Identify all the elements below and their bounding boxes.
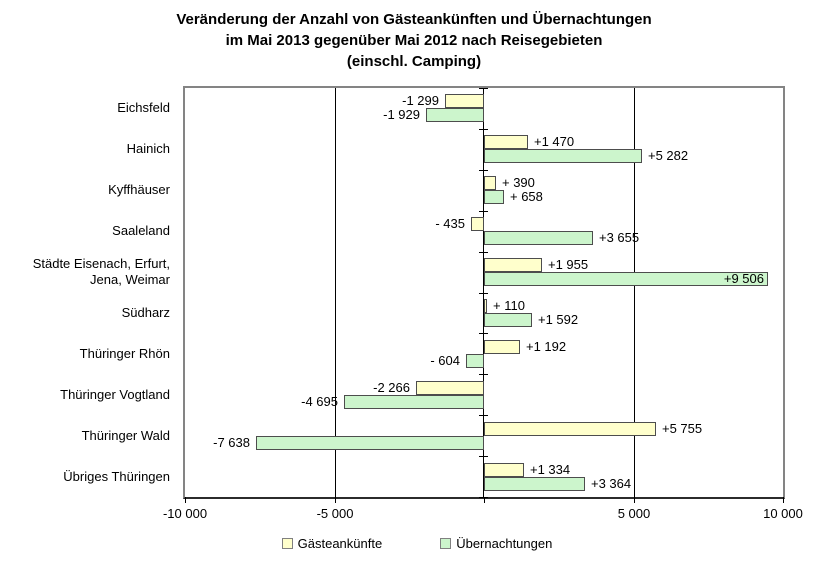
legend-item: Gästeankünfte [281,536,383,551]
bar-gaesteankuenfte [445,94,484,108]
value-label: - 604 [430,353,460,368]
category-axis-tick [479,170,488,171]
bar-gaesteankuenfte [416,381,484,395]
legend-label: Gästeankünfte [297,536,383,551]
value-axis-tick [783,497,784,503]
chart-title-line-2: im Mai 2013 gegenüber Mai 2012 nach Reis… [225,32,603,49]
legend: Gästeankünfte Übernachtungen [0,536,834,551]
category-label: Thüringer Vogtland [60,386,170,402]
value-axis-tick [484,497,485,503]
value-label: -2 266 [373,380,410,395]
category-axis-tick [479,497,488,498]
bar-gaesteankuenfte [484,463,524,477]
value-label: +1 334 [530,462,571,477]
value-label: +1 192 [526,339,567,354]
zero-axis-line [483,88,484,497]
category-axis-tick [479,374,488,375]
bar-gaesteankuenfte [484,176,496,190]
category-axis-tick [479,415,488,416]
bar-gaesteankuenfte [471,217,484,231]
category-axis-tick [479,129,488,130]
category-axis-tick [479,333,488,334]
value-label: + 658 [510,189,543,204]
category-axis-tick [479,456,488,457]
value-label: -7 638 [213,435,250,450]
chart-title-line-1: Veränderung der Anzahl von Gästeankünfte… [176,11,652,28]
x-tick-label: -5 000 [316,506,354,521]
category-label: Hainich [126,141,170,157]
value-label: +5 282 [648,148,689,163]
category-axis-tick [479,88,488,89]
value-label: +1 955 [548,257,589,272]
category-label: Eichsfeld [117,100,170,116]
category-label: Kyffhäuser [108,182,170,198]
chart-title: Veränderung der Anzahl von Gästeankünfte… [0,9,828,72]
bar-uebernachtungen [484,272,768,286]
value-label: +3 655 [599,230,640,245]
gridline [634,88,635,497]
value-label: -1 929 [383,107,420,122]
category-label: Thüringer Wald [81,427,170,443]
bar-uebernachtungen [466,354,484,368]
bar-gaesteankuenfte [484,340,520,354]
category-label: Übriges Thüringen [63,468,170,484]
bar-gaesteankuenfte [484,135,528,149]
category-axis-tick [479,293,488,294]
category-label: Städte Eisenach, Erfurt, Jena, Weimar [32,256,170,288]
category-label: Thüringer Rhön [79,345,170,361]
bar-uebernachtungen [484,313,532,327]
legend-item: Übernachtungen [440,536,552,551]
value-label: +9 506 [723,271,764,286]
value-label: +3 364 [591,476,632,491]
legend-swatch [440,538,452,549]
category-label: Südharz [121,304,170,320]
value-axis-tick [185,497,186,503]
bar-uebernachtungen [344,395,484,409]
value-label: + 110 [493,298,525,313]
bar-gaesteankuenfte [484,258,542,272]
value-label: +5 755 [662,421,703,436]
category-label: Saaleland [112,223,170,239]
bar-uebernachtungen [256,436,484,450]
category-axis-tick [479,252,488,253]
chart-title-line-3: (einschl. Camping) [346,53,482,70]
gridline [335,88,336,497]
value-axis-tick [335,497,336,503]
bar-uebernachtungen [484,149,642,163]
bar-uebernachtungen [484,477,585,491]
legend-label: Übernachtungen [456,536,553,551]
value-label: - 435 [435,216,465,231]
x-tick-label: -10 000 [162,506,208,521]
x-tick-label: 10 000 [763,506,803,521]
x-tick-label: 5 000 [617,506,651,521]
bar-uebernachtungen [484,231,593,245]
bar-uebernachtungen [426,108,484,122]
value-label: + 390 [502,175,535,190]
bar-gaesteankuenfte [484,422,656,436]
value-label: -1 299 [402,93,439,108]
value-label: +1 592 [538,312,579,327]
category-axis-tick [479,211,488,212]
value-label: -4 695 [301,394,338,409]
legend-swatch [281,538,293,549]
bar-gaesteankuenfte [484,299,487,313]
value-axis-tick [634,497,635,503]
bar-uebernachtungen [484,190,504,204]
value-label: +1 470 [534,134,575,149]
